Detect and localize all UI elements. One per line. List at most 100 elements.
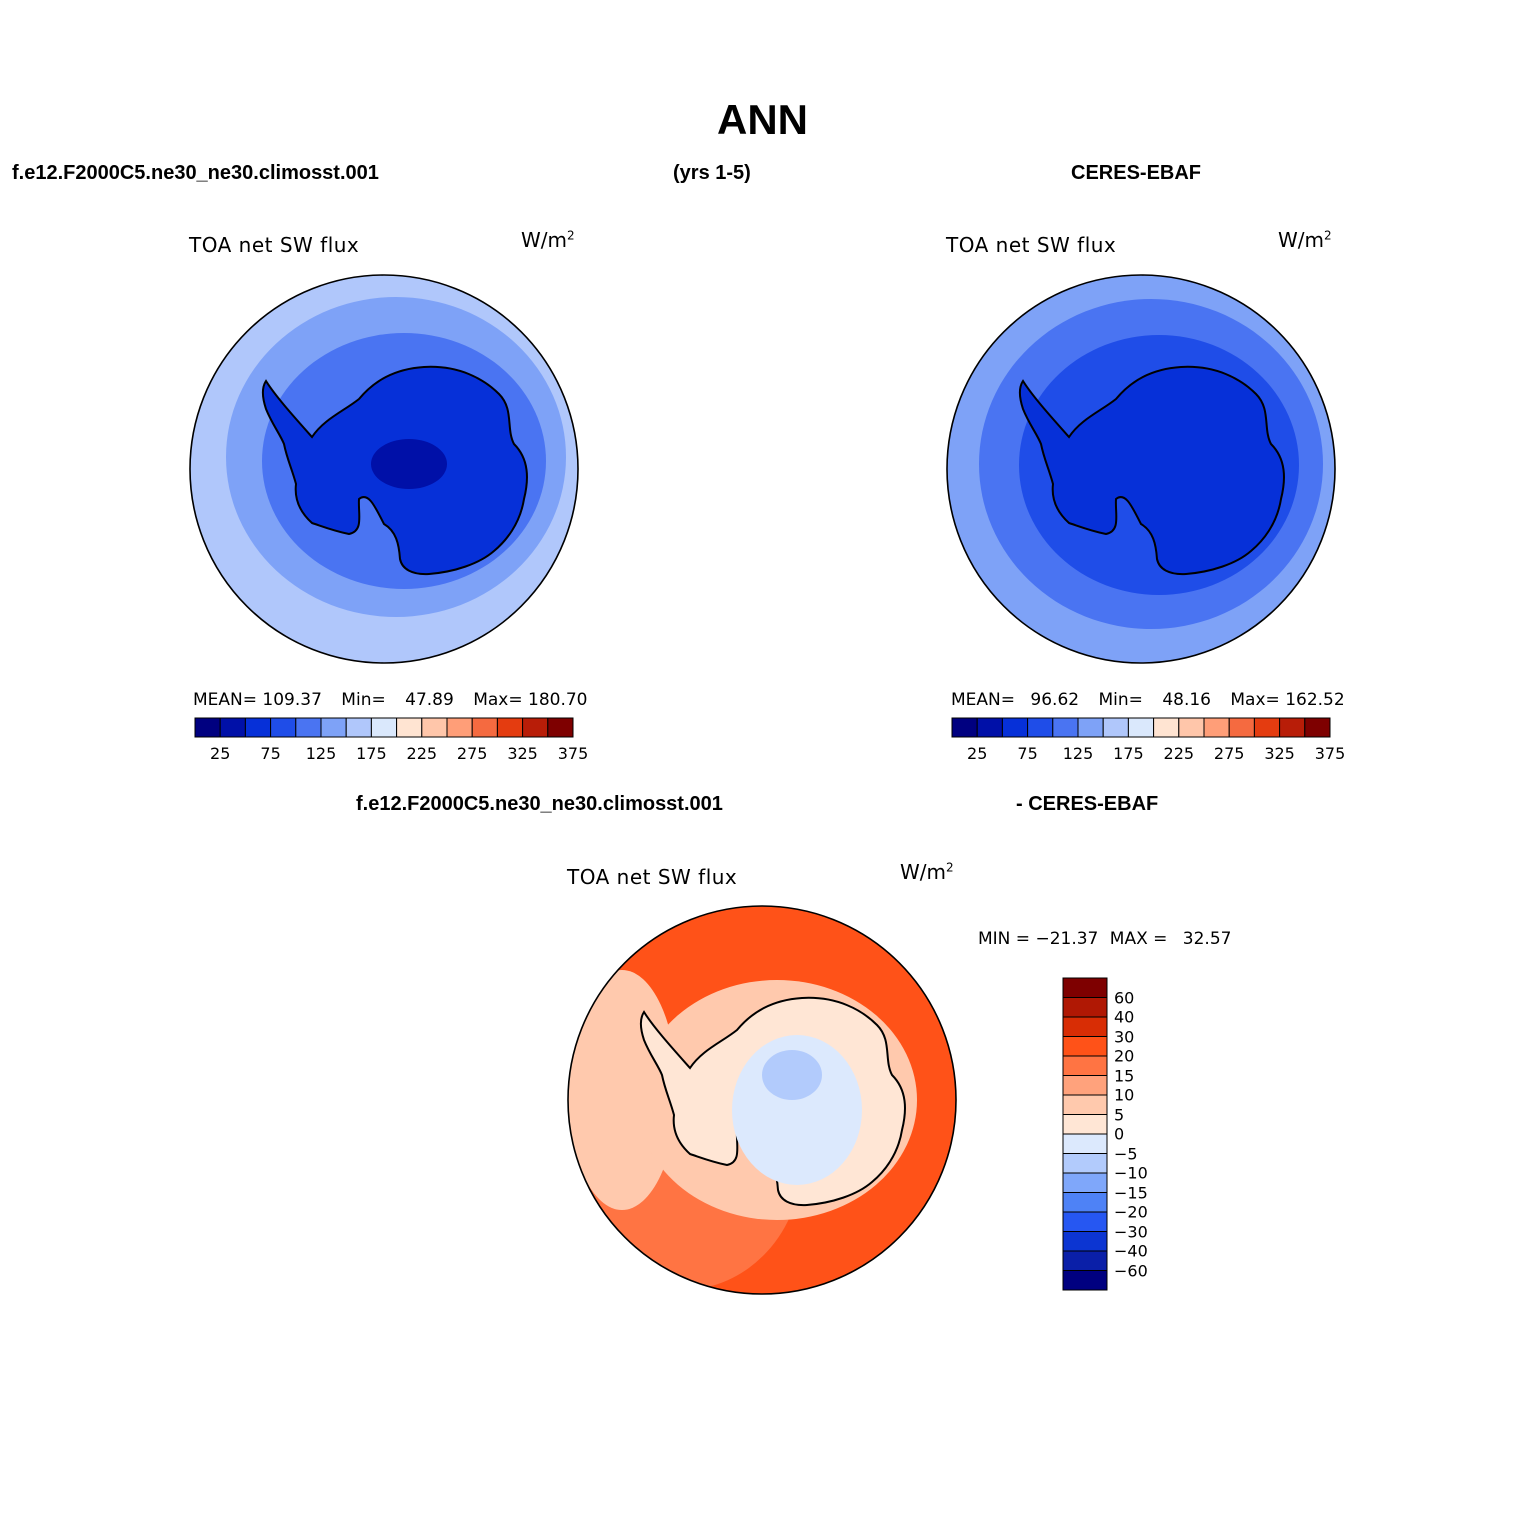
diff-colorbar-ticks: 60 40 30 20 15 10 5 0 −5 −10 −15 −20 −30 −40 −60 (1114, 977, 1174, 1293)
colorbar-swatch (1062, 1250, 1108, 1271)
colorbar-swatch (496, 717, 524, 738)
model-mean-label: MEAN= (193, 690, 257, 710)
obs-panel-label: TOA net SW flux (946, 233, 1117, 257)
colorbar-tick-label: 175 (1113, 744, 1144, 763)
colorbar-tick-label: 125 (1062, 744, 1094, 763)
colorbar-swatch (1228, 717, 1255, 738)
colorbar-swatch (1304, 717, 1331, 738)
diff-max-label: MAX = (1109, 929, 1168, 949)
colorbar-swatch (1027, 717, 1054, 738)
colorbar-tick-label: 30 (1114, 1027, 1135, 1046)
model-max-value: 180.70 (528, 690, 588, 710)
colorbar-swatch (1062, 1094, 1108, 1115)
years-label: (yrs 1-5) (673, 162, 751, 184)
colorbar-swatch (1062, 997, 1108, 1018)
colorbar-tick-label: 275 (456, 744, 488, 763)
model-min-label: Min= (341, 690, 386, 710)
colorbar-tick-label: 275 (1213, 744, 1245, 763)
diff-stats: MIN = −21.37 MAX = 32.57 (978, 929, 1231, 949)
map-boundary (946, 274, 1336, 664)
colorbar-swatch (1203, 717, 1230, 738)
colorbar-tick-label: −60 (1114, 1261, 1148, 1280)
diff-colorbar (1062, 977, 1108, 1291)
colorbar-swatch (1127, 717, 1155, 738)
colorbar-swatch (320, 717, 347, 738)
colorbar-swatch (1062, 1036, 1108, 1057)
obs-mean-label: MEAN= (951, 690, 1015, 710)
diff-obs-label: - CERES-EBAF (1016, 793, 1159, 815)
colorbar-tick-label: 75 (260, 744, 281, 763)
colorbar-swatch (345, 717, 372, 738)
colorbar-swatch (1062, 1211, 1108, 1232)
diff-polar-map (567, 905, 957, 1295)
colorbar-swatch (1102, 717, 1129, 738)
colorbar-swatch (951, 717, 978, 738)
colorbar-swatch (1062, 1016, 1108, 1037)
colorbar-swatch (1153, 717, 1180, 738)
colorbar-swatch (1062, 1133, 1108, 1154)
colorbar-swatch (1052, 717, 1079, 738)
model-polar-map (189, 274, 579, 664)
colorbar-tick-label: 40 (1114, 1007, 1135, 1027)
colorbar-tick-label: 225 (406, 744, 438, 763)
colorbar-tick-label: 25 (210, 744, 231, 763)
obs-max-value: 162.52 (1285, 690, 1345, 710)
colorbar-tick-label: 325 (1264, 744, 1295, 763)
obs-polar-map (946, 274, 1336, 664)
colorbar-tick-label: −10 (1114, 1163, 1148, 1183)
obs-colorbar-ticks: 25 75 125 175 225 275 325 375 (952, 744, 1345, 764)
colorbar-swatch (1062, 1192, 1108, 1213)
obs-min-label: Min= (1098, 690, 1143, 710)
colorbar-swatch (976, 717, 1003, 738)
map-boundary (567, 905, 957, 1295)
colorbar-tick-label: 20 (1114, 1046, 1135, 1066)
colorbar-swatch (194, 717, 221, 738)
colorbar-tick-label: 125 (305, 744, 337, 763)
colorbar-swatch (1178, 717, 1205, 738)
colorbar-swatch (446, 717, 473, 738)
colorbar-swatch (1001, 717, 1029, 738)
colorbar-swatch (1253, 717, 1281, 738)
colorbar-swatch (1279, 717, 1306, 738)
colorbar-swatch (295, 717, 322, 738)
colorbar-swatch (547, 717, 574, 738)
colorbar-swatch (522, 717, 549, 738)
colorbar-tick-label: −5 (1114, 1144, 1138, 1163)
colorbar-tick-label: −30 (1114, 1222, 1148, 1241)
colorbar-swatch (1062, 1055, 1108, 1076)
obs-mean-value: 96.62 (1030, 690, 1080, 710)
obs-colorbar (951, 717, 1331, 738)
diff-case-label: f.e12.F2000C5.ne30_ne30.climosst.001 (356, 793, 723, 815)
diff-max-value: 32.57 (1182, 929, 1232, 949)
colorbar-tick-label: −20 (1114, 1202, 1148, 1222)
colorbar-tick-label: 375 (557, 744, 589, 763)
colorbar-tick-label: 15 (1114, 1066, 1135, 1085)
colorbar-tick-label: 10 (1114, 1085, 1135, 1105)
colorbar-tick-label: 325 (507, 744, 538, 763)
obs-max-label: Max= (1230, 690, 1280, 710)
colorbar-tick-label: 75 (1017, 744, 1038, 763)
model-colorbar (194, 717, 574, 738)
model-min-value: 47.89 (405, 690, 454, 710)
model-stats: MEAN= 109.37 Min= 47.89 Max= 180.70 (193, 690, 587, 710)
colorbar-swatch (1062, 1270, 1108, 1291)
model-panel-label: TOA net SW flux (189, 233, 360, 257)
colorbar-tick-label: 25 (967, 744, 988, 763)
colorbar-swatch (219, 717, 246, 738)
diff-min-label: MIN = (978, 929, 1031, 949)
colorbar-swatch (370, 717, 398, 738)
colorbar-tick-label: 0 (1114, 1124, 1125, 1144)
colorbar-swatch (1062, 1075, 1108, 1096)
diff-min-value: −21.37 (1035, 929, 1099, 949)
obs-min-value: 48.16 (1162, 690, 1211, 710)
colorbar-swatch (270, 717, 297, 738)
case-name-label: f.e12.F2000C5.ne30_ne30.climosst.001 (12, 162, 379, 184)
colorbar-tick-label: −15 (1114, 1183, 1148, 1202)
interior-negative-core (762, 1050, 822, 1100)
obs-stats: MEAN= 96.62 Min= 48.16 Max= 162.52 (951, 690, 1345, 710)
colorbar-swatch (1062, 977, 1108, 998)
colorbar-swatch (1077, 717, 1104, 738)
map-boundary (189, 274, 579, 664)
colorbar-tick-label: 175 (356, 744, 387, 763)
obs-name-label: CERES-EBAF (1071, 162, 1202, 184)
